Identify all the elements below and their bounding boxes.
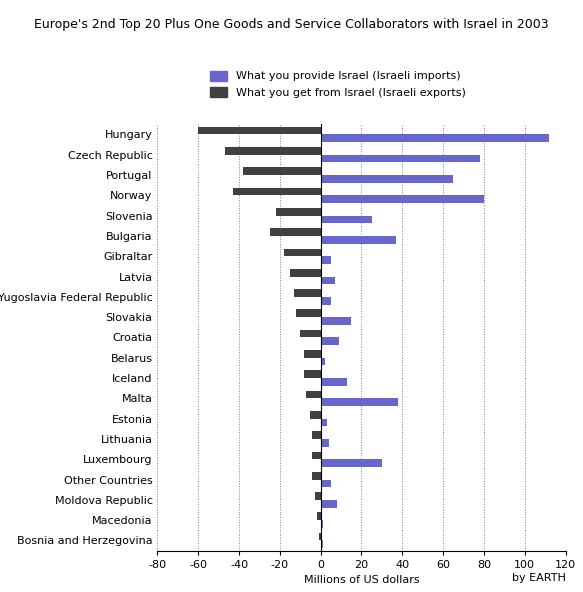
Bar (304, 350, 321, 358)
Bar (314, 492, 321, 500)
Bar (317, 513, 321, 520)
Bar (296, 310, 321, 317)
Bar (321, 480, 331, 487)
Bar (321, 500, 337, 507)
Bar (321, 297, 331, 304)
Bar (307, 391, 321, 398)
Bar (321, 317, 351, 325)
Bar (276, 208, 321, 215)
Bar (224, 147, 321, 155)
Bar (321, 215, 372, 223)
Bar (321, 337, 339, 345)
Legend: What you provide Israel (Israeli imports), What you get from Israel (Israeli exp: What you provide Israel (Israeli imports… (210, 70, 466, 98)
Text: by EARTH: by EARTH (512, 573, 566, 583)
Bar (290, 269, 321, 276)
Bar (321, 276, 335, 284)
Bar (198, 127, 321, 134)
Text: Europe's 2nd Top 20 Plus One Goods and Service Collaborators with Israel in 2003: Europe's 2nd Top 20 Plus One Goods and S… (34, 18, 549, 31)
Bar (321, 195, 484, 203)
Bar (321, 459, 382, 467)
Bar (304, 371, 321, 378)
Bar (312, 472, 321, 480)
Bar (312, 452, 321, 459)
Bar (233, 188, 321, 195)
Bar (321, 520, 323, 528)
Bar (321, 419, 326, 426)
X-axis label: Millions of US dollars: Millions of US dollars (304, 575, 419, 585)
Bar (321, 155, 480, 162)
Bar (321, 256, 331, 264)
Bar (310, 411, 321, 419)
Bar (294, 289, 321, 297)
Bar (269, 229, 321, 236)
Bar (321, 540, 323, 548)
Bar (321, 358, 325, 365)
Bar (321, 378, 347, 386)
Bar (321, 439, 329, 446)
Bar (318, 533, 321, 540)
Bar (243, 168, 321, 175)
Bar (300, 330, 321, 337)
Bar (284, 249, 321, 256)
Bar (321, 175, 454, 183)
Bar (321, 134, 549, 142)
Bar (312, 431, 321, 439)
Bar (321, 398, 398, 406)
Bar (321, 236, 396, 244)
